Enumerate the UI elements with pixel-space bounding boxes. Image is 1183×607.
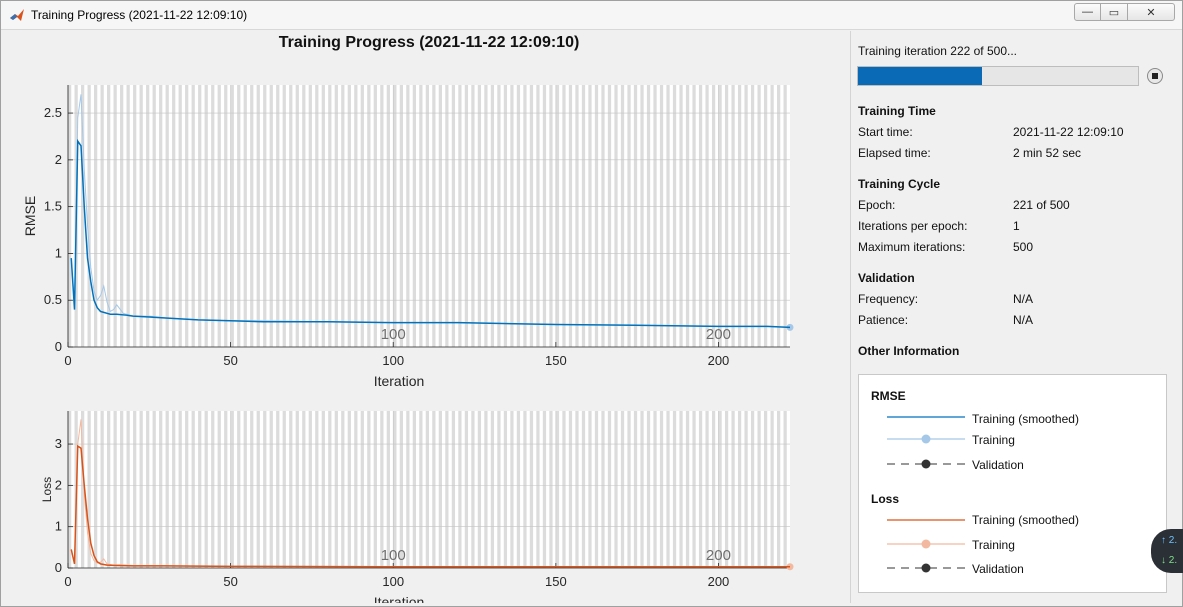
plot-title: Training Progress (2021-11-22 12:09:10) <box>278 34 580 51</box>
matlab-logo-icon <box>10 9 24 21</box>
close-button[interactable]: ✕ <box>1127 3 1175 21</box>
max-iterations-label: Maximum iterations: <box>858 240 966 254</box>
loss-epoch-bands <box>68 411 787 568</box>
rmse-y-tick-label: 2 <box>55 152 62 167</box>
loss-smoothed-line <box>70 444 790 568</box>
window-title: Training Progress (2021-11-22 12:09:10) <box>31 8 248 22</box>
legend-panel: RMSE Training (smoothed) Training Valida… <box>858 374 1167 593</box>
start-time-label: Start time: <box>858 125 913 139</box>
validation-heading: Validation <box>858 271 915 285</box>
minimize-icon: — <box>1082 6 1093 18</box>
stop-training-button[interactable] <box>1147 68 1163 84</box>
legend-rmse-heading: RMSE <box>871 389 906 403</box>
maximize-button[interactable]: ▭ <box>1100 3 1128 21</box>
epoch-value: 221 of 500 <box>1013 198 1070 212</box>
loss-y-axis-label: Loss <box>40 477 54 502</box>
info-panel: Training iteration 222 of 500... Trainin… <box>850 31 1177 603</box>
iterations-per-epoch-value: 1 <box>1013 219 1020 233</box>
legend-rmse-smoothed-swatch <box>887 416 965 418</box>
legend-loss-smoothed-label: Training (smoothed) <box>972 513 1079 527</box>
loss-y-tick-label: 0 <box>55 560 62 575</box>
legend-loss-validation-label: Validation <box>972 562 1024 576</box>
progress-label: Training iteration 222 of 500... <box>858 44 1017 58</box>
rmse-y-tick-label: 1.5 <box>44 199 62 214</box>
training-time-heading: Training Time <box>858 104 936 118</box>
loss-x-tick-label: 50 <box>223 574 237 589</box>
rmse-x-tick-label: 50 <box>223 353 237 368</box>
loss-x-tick-label: 100 <box>382 574 404 589</box>
loss-x-tick-label: 200 <box>708 574 730 589</box>
close-icon: ✕ <box>1146 6 1156 19</box>
frequency-value: N/A <box>1013 292 1034 306</box>
rmse-y-tick-label: 0.5 <box>44 292 62 307</box>
legend-rmse-validation-swatch <box>887 459 965 469</box>
rmse-y-tick-label: 0 <box>55 339 62 354</box>
legend-rmse-training-label: Training <box>972 433 1015 447</box>
rmse-x-tick-label: 100 <box>382 353 404 368</box>
plot-area: Training Progress (2021-11-22 12:09:10) … <box>9 31 849 603</box>
loss-x-tick-label: 0 <box>64 574 71 589</box>
loss-x-axis-label: Iteration <box>374 594 425 603</box>
loss-epoch-label: 200 <box>706 547 731 564</box>
other-information-heading: Other Information <box>858 344 960 358</box>
rmse-epoch-label: 200 <box>706 326 731 343</box>
legend-loss-smoothed-swatch <box>887 519 965 521</box>
rmse-x-tick-label: 200 <box>708 353 730 368</box>
max-iterations-value: 500 <box>1013 240 1034 254</box>
rmse-y-tick-label: 2.5 <box>44 105 62 120</box>
rmse-x-tick-label: 150 <box>545 353 567 368</box>
title-bar[interactable]: Training Progress (2021-11-22 12:09:10) … <box>1 1 1182 30</box>
frequency-label: Frequency: <box>858 292 919 306</box>
legend-rmse-smoothed-label: Training (smoothed) <box>972 412 1079 426</box>
upload-speed: ↑ 2. <box>1161 535 1178 546</box>
rmse-epoch-label: 100 <box>381 326 406 343</box>
elapsed-time-value: 2 min 52 sec <box>1013 146 1082 160</box>
network-speed-widget[interactable]: ↑ 2. ↓ 2. <box>1151 529 1183 573</box>
progress-bar <box>857 66 1139 86</box>
elapsed-time-label: Elapsed time: <box>858 146 931 160</box>
training-cycle-heading: Training Cycle <box>858 177 941 191</box>
rmse-y-tick-label: 1 <box>55 245 62 260</box>
legend-loss-training-swatch <box>887 539 965 549</box>
rmse-y-axis-label: RMSE <box>22 196 38 236</box>
legend-loss-validation-swatch <box>887 563 965 573</box>
start-time-value: 2021-11-22 12:09:10 <box>1013 125 1124 139</box>
minimize-button[interactable]: — <box>1074 3 1101 21</box>
rmse-smoothed-line <box>70 138 791 329</box>
legend-loss-heading: Loss <box>871 492 900 506</box>
iterations-per-epoch-label: Iterations per epoch: <box>858 219 968 233</box>
legend-rmse-validation-label: Validation <box>972 458 1024 472</box>
rmse-x-tick-label: 0 <box>64 353 71 368</box>
rmse-epoch-bands <box>68 85 787 347</box>
download-speed: ↓ 2. <box>1161 555 1178 566</box>
progress-bar-fill <box>858 67 983 85</box>
loss-y-tick-label: 2 <box>55 477 62 492</box>
legend-rmse-training-swatch <box>887 434 965 444</box>
loss-epoch-label: 100 <box>381 547 406 564</box>
legend-loss-training-label: Training <box>972 538 1015 552</box>
rmse-x-axis-label: Iteration <box>374 373 425 389</box>
loss-y-tick-label: 3 <box>55 436 62 451</box>
epoch-label: Epoch: <box>858 198 896 212</box>
loss-x-tick-label: 150 <box>545 574 567 589</box>
patience-label: Patience: <box>858 313 909 327</box>
maximize-icon: ▭ <box>1108 6 1120 19</box>
patience-value: N/A <box>1013 313 1034 327</box>
loss-y-tick-label: 1 <box>55 519 62 534</box>
